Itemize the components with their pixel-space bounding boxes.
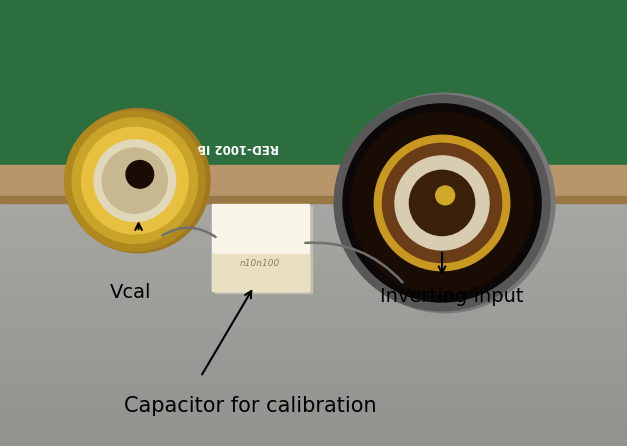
- Text: RED-1002 IB: RED-1002 IB: [198, 140, 279, 154]
- Ellipse shape: [335, 93, 555, 313]
- Ellipse shape: [66, 108, 210, 253]
- Ellipse shape: [72, 118, 198, 244]
- Text: Capacitor for calibration: Capacitor for calibration: [125, 396, 377, 416]
- Ellipse shape: [126, 161, 154, 188]
- Ellipse shape: [334, 95, 550, 311]
- Bar: [211, 255, 308, 291]
- Ellipse shape: [374, 135, 510, 271]
- Ellipse shape: [395, 156, 489, 250]
- Ellipse shape: [343, 104, 541, 302]
- Ellipse shape: [382, 143, 502, 263]
- Text: INN: INN: [478, 120, 500, 130]
- Text: Inverting input: Inverting input: [380, 287, 523, 306]
- Polygon shape: [0, 165, 627, 196]
- Ellipse shape: [436, 186, 455, 205]
- Text: Vcal: Vcal: [110, 283, 151, 301]
- Bar: [214, 206, 312, 293]
- Ellipse shape: [65, 111, 205, 251]
- Ellipse shape: [94, 140, 176, 221]
- Ellipse shape: [409, 170, 475, 235]
- Ellipse shape: [82, 128, 188, 234]
- Ellipse shape: [102, 148, 167, 213]
- Polygon shape: [0, 196, 627, 203]
- Polygon shape: [0, 0, 627, 165]
- Bar: [211, 204, 308, 291]
- Text: n10n100: n10n100: [240, 259, 280, 268]
- Ellipse shape: [351, 112, 533, 294]
